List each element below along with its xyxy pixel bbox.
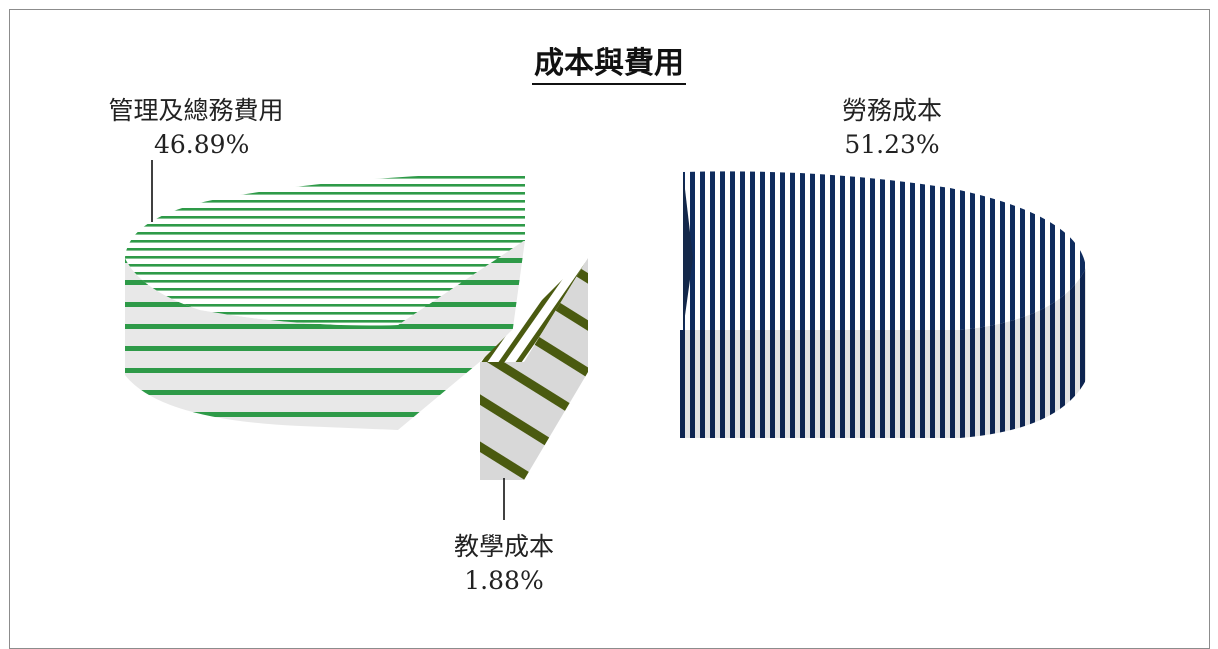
slice-teaching-cost-side	[524, 258, 588, 480]
slice-teaching-cost-top	[480, 258, 588, 362]
slice-teaching-cost-front	[480, 362, 524, 480]
label-admin-expense: 管理及總務費用 46.89%	[78, 94, 314, 162]
chart-title: 成本與費用	[0, 38, 1218, 85]
slice-labor-cost-top	[683, 171, 1086, 330]
slice-admin-expense-top	[125, 172, 525, 326]
slice-teaching-cost	[480, 258, 588, 480]
pie-chart	[125, 160, 1086, 520]
slice-labor-cost-edge	[683, 172, 693, 330]
label-labor-cost-name: 勞務成本	[841, 96, 942, 125]
slice-labor-cost-side	[680, 268, 1086, 438]
slice-admin-expense-side	[125, 240, 525, 430]
label-admin-expense-name: 管理及總務費用	[108, 96, 284, 125]
slice-admin-expense	[125, 172, 525, 430]
label-teaching-cost-value: 1.88%	[464, 566, 544, 595]
label-teaching-cost-name: 教學成本	[453, 532, 554, 561]
label-admin-expense-value: 46.89%	[154, 130, 250, 159]
label-labor-cost: 勞務成本 51.23%	[812, 94, 972, 162]
label-labor-cost-value: 51.23%	[844, 130, 940, 159]
label-teaching-cost: 教學成本 1.88%	[424, 530, 584, 598]
slice-labor-cost	[680, 171, 1086, 438]
